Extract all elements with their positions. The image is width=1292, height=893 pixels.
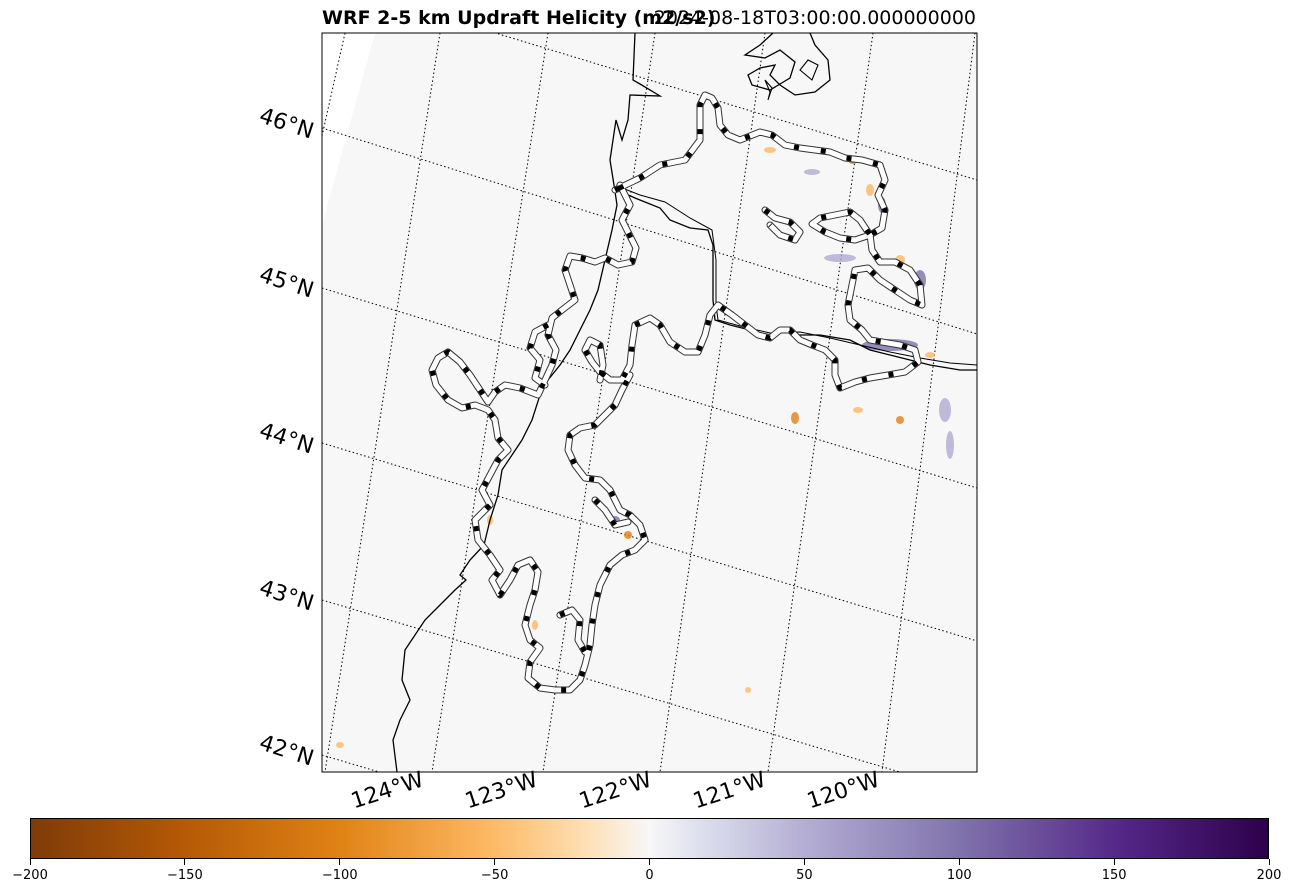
colorbar-tick-label: −200: [12, 868, 48, 883]
colorbar-tick: [339, 859, 341, 865]
colorbar-gradient: [30, 818, 1269, 859]
no-data-wedge: [322, 33, 375, 225]
colorbar-tick: [803, 859, 805, 865]
colorbar-tick-label: −100: [321, 868, 358, 883]
colorbar-tick: [1268, 859, 1270, 865]
colorbar-tick-label: 0: [645, 868, 654, 883]
map-valid-time: 2024-08-18T03:00:00.000000000: [653, 7, 976, 29]
colorbar: [30, 818, 1269, 859]
map-title: WRF 2-5 km Updraft Helicity (m2/s2): [322, 7, 716, 29]
latitude-gridlines: [322, 33, 977, 772]
state-border: [616, 185, 977, 366]
puget-sound: [743, 33, 831, 96]
colorbar-tick: [958, 859, 960, 865]
reporting-path: [428, 91, 926, 694]
colorbar-tick-label: 200: [1256, 868, 1282, 883]
colorbar-tick-label: −150: [167, 868, 203, 883]
coastline: [392, 33, 663, 772]
colorbar-tick-label: −50: [480, 868, 509, 883]
colorbar-tick-label: 150: [1101, 868, 1127, 883]
colorbar-tick: [1113, 859, 1115, 865]
map-frame: [321, 32, 978, 773]
puget-sound-inner: [764, 59, 819, 101]
map-background: [322, 33, 977, 772]
colorbar-tick-label: 100: [946, 868, 972, 883]
colorbar-tick: [29, 859, 31, 865]
colorbar-tick: [649, 859, 650, 865]
colorbar-tick: [184, 859, 186, 865]
colorbar-tick-label: 50: [796, 868, 813, 883]
colorbar-tick: [494, 859, 496, 865]
